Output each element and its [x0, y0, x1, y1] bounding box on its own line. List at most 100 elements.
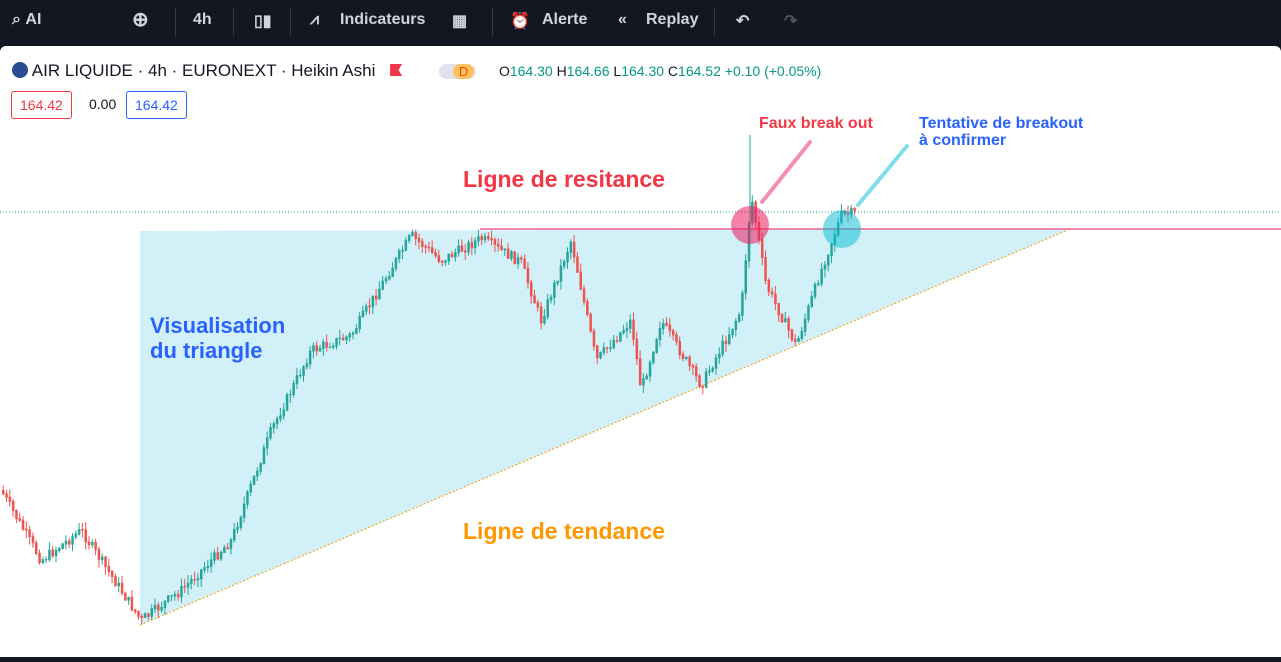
candle: [411, 232, 414, 236]
value: 164.30: [621, 63, 665, 79]
candle: [417, 237, 421, 243]
candle: [391, 267, 394, 277]
candle: [807, 305, 810, 320]
candle: [536, 302, 540, 308]
flag[interactable]: [390, 64, 403, 76]
candle: [569, 241, 573, 253]
candle: [820, 268, 823, 285]
alert-icon[interactable]: ⏰: [510, 13, 530, 30]
annotation: Tentative de breakout: [919, 115, 1084, 132]
candle: [335, 337, 338, 347]
pointer: [760, 140, 812, 204]
symbol-search[interactable]: ⌕ AI: [12, 11, 42, 28]
candle: [813, 283, 817, 298]
candle: [365, 305, 368, 312]
candle: [503, 248, 507, 251]
candle: [523, 258, 526, 269]
annotation: Faux break out: [759, 115, 873, 132]
candle: [708, 370, 711, 373]
candle: [196, 578, 200, 581]
candle: [770, 291, 774, 295]
add-symbol[interactable]: ⊕: [132, 9, 149, 31]
sell-button[interactable]: 164.42: [11, 91, 72, 119]
candle: [2, 490, 5, 495]
chart-type[interactable]: ▯▮: [254, 13, 272, 30]
candle: [563, 261, 566, 267]
candle: [44, 559, 48, 561]
candle: [193, 579, 196, 581]
pointer: [856, 144, 909, 207]
candle: [549, 296, 553, 301]
value: 164.52: [678, 63, 721, 79]
candle: [107, 565, 111, 572]
indicators[interactable]: Indicateurs: [340, 11, 426, 28]
candle: [295, 375, 299, 384]
separator: [714, 8, 715, 36]
replay[interactable]: Replay: [646, 11, 699, 28]
interval[interactable]: 4h: [193, 11, 212, 28]
candle: [216, 552, 219, 560]
candle: [681, 354, 685, 360]
candle: [322, 341, 325, 349]
candle: [526, 267, 530, 284]
candle: [147, 613, 150, 617]
candle: [784, 318, 787, 323]
candle: [589, 313, 592, 332]
symbol[interactable]: AI: [25, 11, 42, 28]
undo[interactable]: ↶: [736, 13, 750, 30]
candle: [404, 239, 408, 251]
candle: [629, 319, 632, 329]
candle: [638, 358, 642, 386]
layouts[interactable]: ▦: [452, 13, 468, 30]
redo[interactable]: ↷: [784, 13, 798, 30]
candle: [226, 547, 229, 550]
candle: [130, 596, 134, 611]
candle: [652, 351, 655, 364]
candle: [434, 252, 437, 257]
candle: [599, 351, 602, 359]
candle: [229, 539, 233, 550]
value: 164.66: [566, 63, 610, 79]
candle: [731, 328, 734, 336]
candle: [134, 609, 137, 612]
candle: [209, 559, 213, 567]
candle: [5, 493, 8, 498]
candle: [351, 332, 355, 335]
candle: [464, 250, 467, 253]
buy-button[interactable]: 164.42: [126, 91, 187, 119]
candle: [398, 250, 401, 259]
candle: [437, 255, 441, 262]
label: O: [498, 63, 510, 79]
candle: [41, 559, 45, 563]
candle: [332, 345, 335, 348]
candle: [381, 280, 384, 290]
candle: [609, 347, 612, 349]
candle: [68, 540, 71, 545]
candle: [183, 586, 186, 588]
candle: [64, 540, 68, 545]
candle: [401, 249, 404, 252]
candle: [31, 535, 35, 544]
candle: [602, 347, 606, 353]
candle: [38, 552, 41, 563]
indicators-icon[interactable]: ⩘: [310, 11, 320, 28]
candle: [615, 340, 619, 342]
candle: [308, 350, 312, 365]
candle: [318, 347, 322, 352]
candle: [163, 600, 167, 608]
change: +0.10 (+0.05%): [724, 63, 822, 79]
candle: [84, 529, 87, 543]
replay-icon[interactable]: «: [618, 11, 627, 28]
candle: [830, 243, 833, 256]
candle: [480, 236, 483, 241]
candle: [71, 536, 74, 545]
separator: [175, 8, 176, 36]
candle: [513, 251, 516, 265]
alert[interactable]: Alerte: [542, 11, 588, 28]
candle: [282, 409, 285, 417]
candle: [153, 604, 157, 610]
candle: [414, 232, 417, 239]
candle: [668, 324, 672, 332]
